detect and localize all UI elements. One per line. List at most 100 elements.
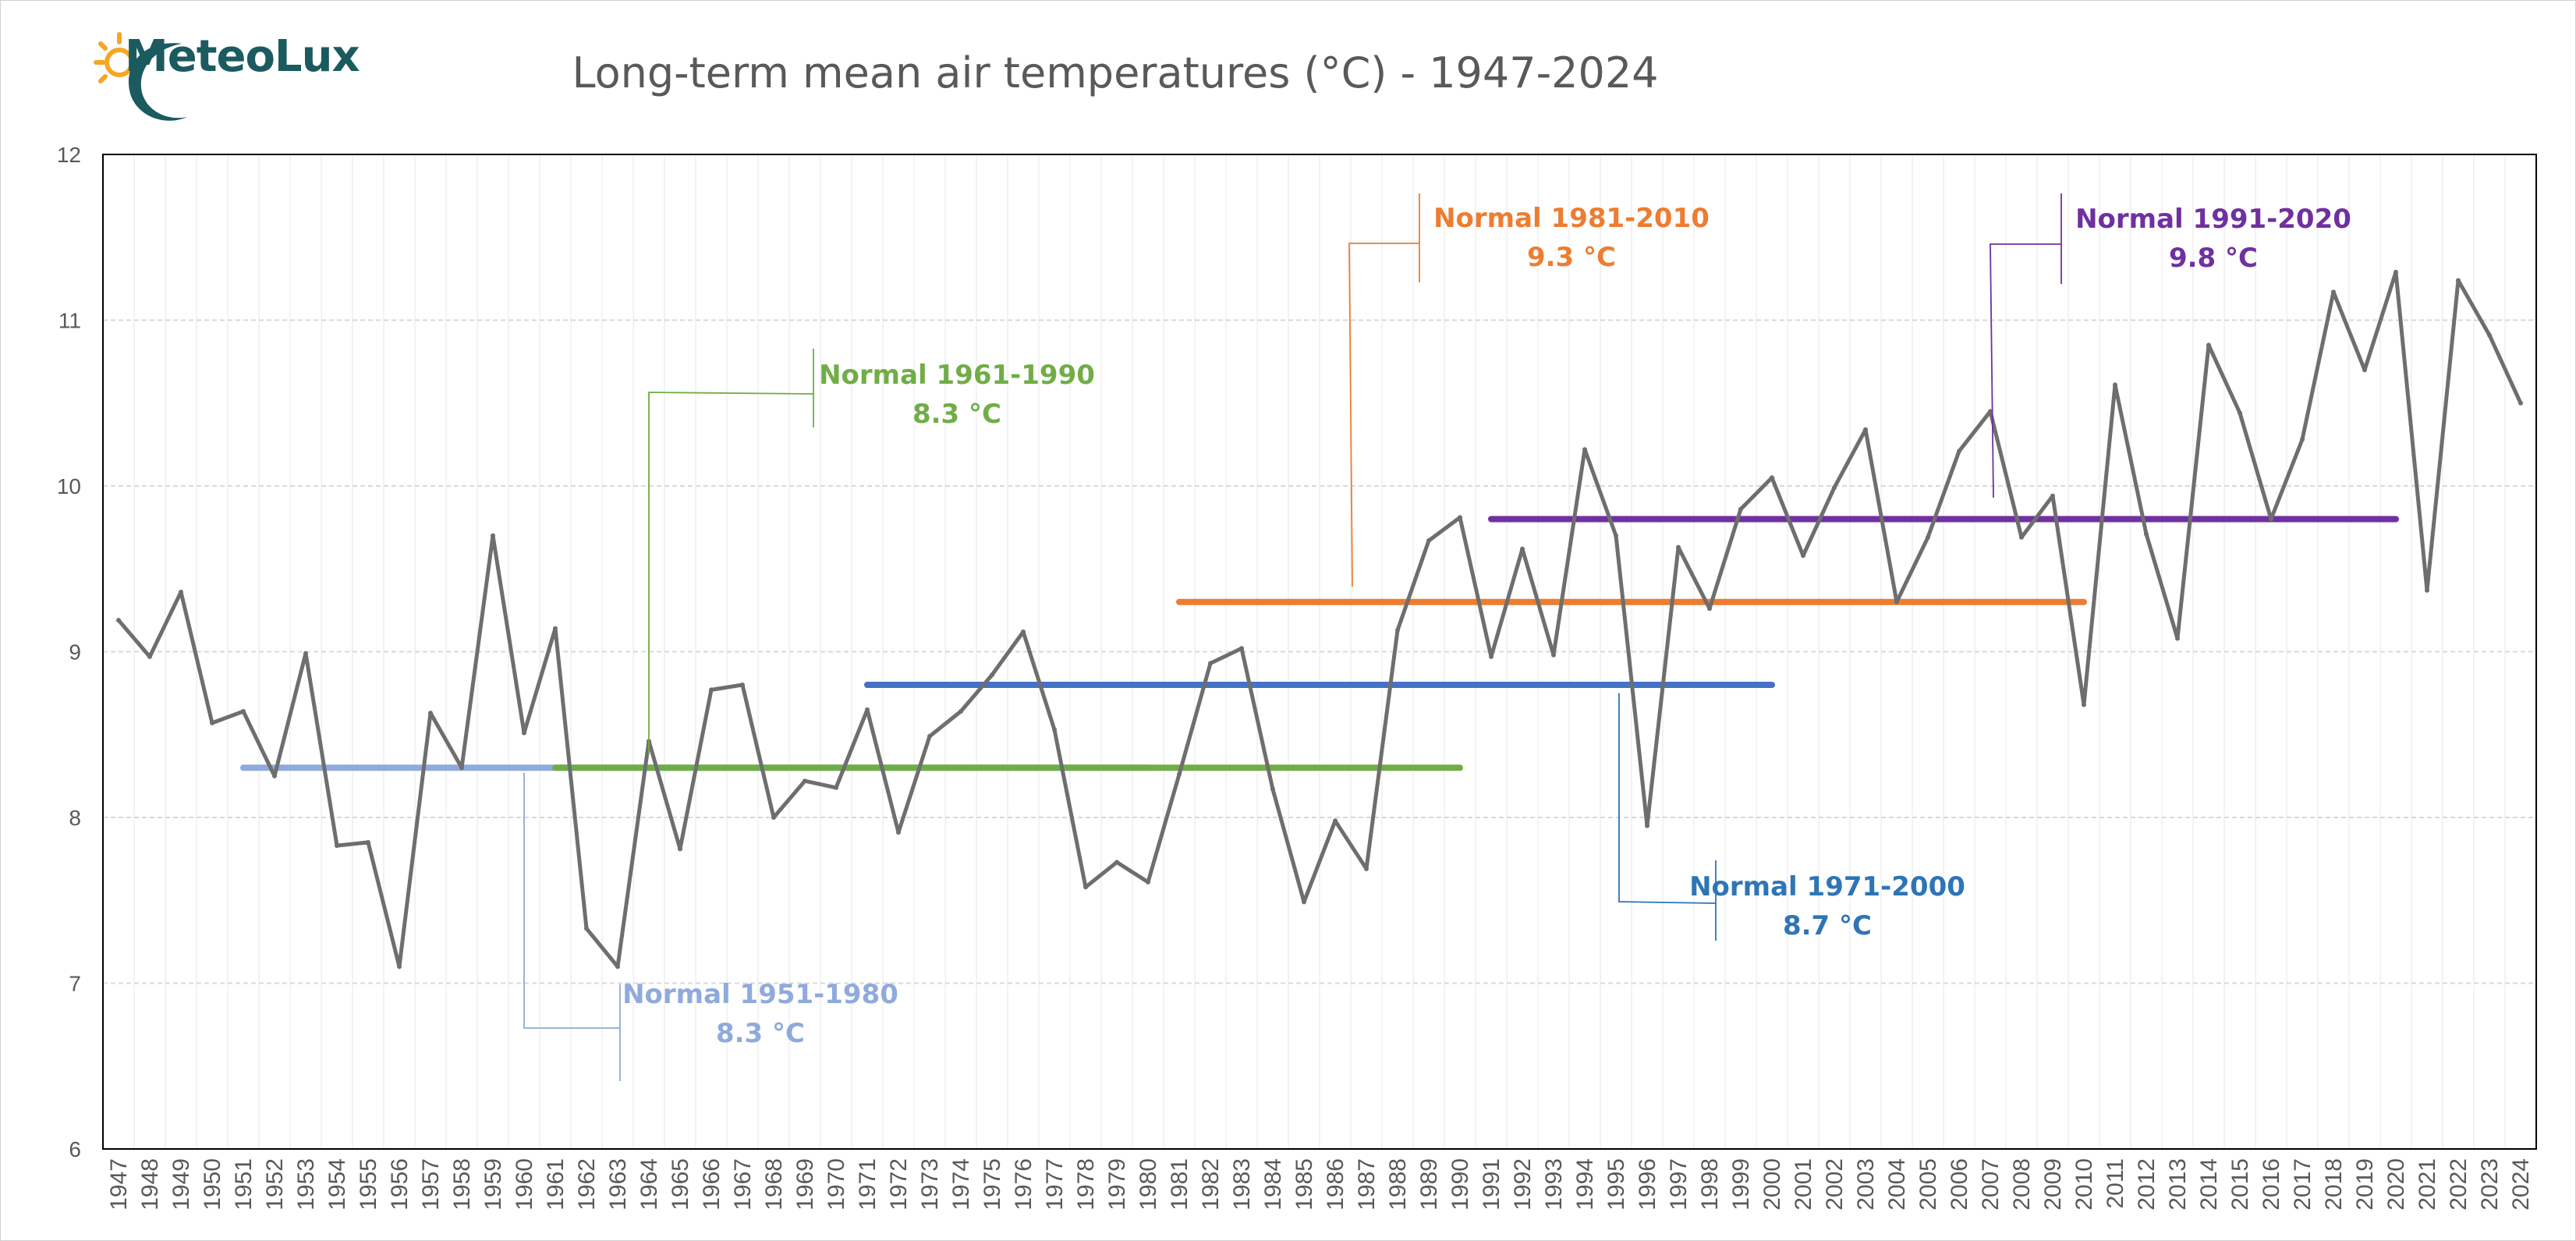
chart-title: Long-term mean air temperatures (°C) - 1… <box>572 48 1659 98</box>
temperature-series-line <box>117 270 2523 969</box>
data-point-2003 <box>1863 427 1868 432</box>
x-tick-label: 1992 <box>1510 1158 1536 1211</box>
x-tick-label: 2003 <box>1853 1158 1879 1211</box>
data-point-1951 <box>241 709 246 714</box>
x-tick-label: 1955 <box>356 1158 381 1211</box>
y-tick-label: 6 <box>69 1137 81 1161</box>
data-point-1978 <box>1083 885 1088 890</box>
data-point-1977 <box>1052 727 1057 732</box>
data-point-1999 <box>1738 506 1743 512</box>
data-point-1960 <box>522 730 526 736</box>
data-point-1953 <box>303 651 308 656</box>
x-tick-label: 2010 <box>2071 1158 2097 1211</box>
x-tick-label: 1975 <box>980 1158 1005 1211</box>
x-tick-label: 1988 <box>1385 1158 1411 1211</box>
x-tick-label: 2009 <box>2040 1158 2066 1211</box>
x-tick-label: 2012 <box>2134 1158 2160 1211</box>
data-point-1994 <box>1582 447 1587 452</box>
data-point-1947 <box>116 618 121 623</box>
x-tick-label: 1972 <box>886 1158 912 1211</box>
data-point-1975 <box>990 672 994 678</box>
x-tick-label: 2017 <box>2290 1158 2316 1211</box>
data-point-1998 <box>1707 606 1712 612</box>
brand-name: MeteoLux <box>125 31 360 82</box>
x-tick-label: 1969 <box>792 1158 818 1211</box>
x-tick-label: 1956 <box>387 1158 413 1211</box>
data-point-2015 <box>2238 410 2242 416</box>
x-tick-label: 1949 <box>168 1158 194 1211</box>
normal-label-1961-1990: Normal 1961-1990 <box>819 360 1095 391</box>
normal-label-1991-2020: Normal 1991-2020 <box>2075 204 2351 235</box>
data-point-2005 <box>1926 534 1930 540</box>
x-tick-label: 1967 <box>730 1158 756 1211</box>
data-point-2012 <box>2144 531 2149 537</box>
x-tick-label: 1961 <box>543 1158 569 1211</box>
y-tick-label: 9 <box>69 640 81 665</box>
x-tick-label: 2004 <box>1884 1158 1910 1211</box>
data-point-1972 <box>896 830 901 835</box>
data-point-1963 <box>615 964 620 970</box>
data-point-1996 <box>1645 823 1649 828</box>
data-point-1955 <box>366 839 370 845</box>
y-tick-label: 10 <box>57 474 81 498</box>
x-tick-label: 1952 <box>262 1158 288 1211</box>
data-point-2009 <box>2050 493 2055 498</box>
leader-line-1961-1990 <box>648 392 814 755</box>
x-tick-label: 2011 <box>2103 1158 2128 1209</box>
data-point-1979 <box>1114 860 1119 865</box>
data-point-1958 <box>459 765 464 771</box>
data-point-2002 <box>1832 485 1837 491</box>
normal-value-1951-1980: 8.3 °C <box>716 1018 805 1049</box>
x-tick-label: 2023 <box>2477 1158 2503 1211</box>
data-point-2001 <box>1801 553 1805 558</box>
x-tick-label: 2008 <box>2009 1158 2035 1211</box>
x-tick-label: 1983 <box>1229 1158 1255 1211</box>
x-tick-label: 1994 <box>1572 1158 1598 1211</box>
normal-label-1951-1980: Normal 1951-1980 <box>622 979 898 1010</box>
x-tick-label: 1999 <box>1728 1158 1754 1211</box>
y-tick-label: 11 <box>58 309 81 333</box>
data-point-2016 <box>2269 516 2273 522</box>
data-point-1984 <box>1270 786 1275 792</box>
data-point-1948 <box>147 654 152 659</box>
data-point-1962 <box>584 926 589 931</box>
data-point-2008 <box>2019 534 2024 540</box>
data-point-1974 <box>958 709 963 714</box>
data-point-1956 <box>397 964 402 970</box>
x-tick-label: 1979 <box>1104 1158 1130 1211</box>
x-tick-label: 1971 <box>855 1158 881 1211</box>
data-point-2014 <box>2206 342 2211 348</box>
x-tick-label: 1987 <box>1354 1158 1380 1211</box>
data-point-1950 <box>210 720 214 725</box>
data-point-1997 <box>1676 544 1681 550</box>
data-point-1961 <box>553 626 558 631</box>
data-point-1957 <box>428 711 433 716</box>
x-tick-label: 2000 <box>1759 1158 1785 1211</box>
x-tick-label: 1963 <box>605 1158 631 1211</box>
x-tick-label: 2016 <box>2259 1158 2284 1211</box>
data-point-1995 <box>1614 533 1618 538</box>
meteolux-logo <box>94 32 187 121</box>
data-point-1954 <box>335 843 339 849</box>
y-tick-label: 7 <box>69 972 81 996</box>
x-tick-label: 1973 <box>917 1158 943 1211</box>
x-tick-label: 1951 <box>231 1158 257 1211</box>
data-point-1988 <box>1395 627 1400 633</box>
normal-label-1981-2010: Normal 1981-2010 <box>1433 203 1710 234</box>
x-tick-label: 1964 <box>636 1158 662 1211</box>
data-point-1980 <box>1146 879 1150 885</box>
x-tick-label: 2019 <box>2352 1158 2378 1211</box>
x-tick-label: 2002 <box>1822 1158 1848 1211</box>
x-tick-label: 1996 <box>1635 1158 1660 1211</box>
data-point-2022 <box>2456 278 2461 283</box>
data-point-1966 <box>709 687 714 693</box>
normal-value-1981-2010: 9.3 °C <box>1527 242 1616 273</box>
data-point-1982 <box>1208 661 1213 666</box>
leader-line-1991-2020 <box>1990 243 2061 498</box>
x-tick-label: 1950 <box>200 1158 225 1211</box>
series <box>116 269 2523 970</box>
data-point-1976 <box>1021 629 1026 634</box>
x-tick-label: 1981 <box>1167 1158 1192 1211</box>
data-point-2017 <box>2300 437 2305 442</box>
data-point-2023 <box>2487 332 2492 338</box>
